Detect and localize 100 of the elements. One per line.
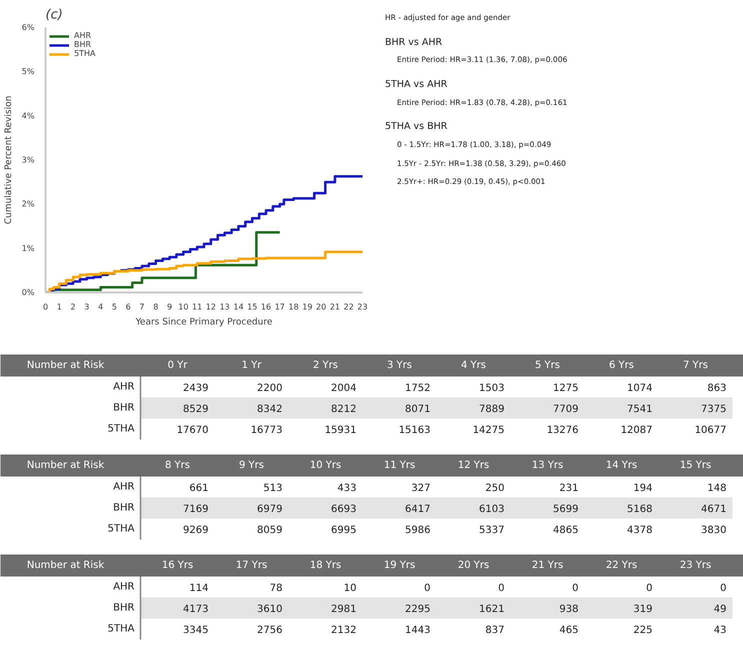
data-label: 2200 [257, 383, 283, 394]
x-tick-label: 9 [167, 302, 172, 312]
y-tick-label: 2% [22, 200, 35, 209]
y-tick-label: 4% [22, 111, 35, 120]
x-tick-label: 23 Yrs [680, 560, 712, 571]
x-tick-label: 11 [192, 302, 202, 312]
data-label: 1503 [479, 383, 505, 394]
x-tick-label: 7 Yrs [683, 360, 708, 371]
data-label: 17670 [176, 425, 208, 436]
x-tick-label: 10 Yrs [310, 460, 342, 471]
data-label: 6417 [405, 504, 431, 515]
x-tick-label: 0 Yr [168, 360, 188, 371]
data-label: 0 [572, 583, 579, 594]
data-label: 10677 [694, 425, 726, 436]
data-label: 465 [559, 625, 579, 636]
x-tick-label: 18 [288, 302, 299, 312]
text: Number at Risk [26, 360, 104, 371]
x-tick-label: 10 [178, 302, 188, 312]
data-label: 938 [559, 604, 579, 615]
x-tick-label: 19 Yrs [384, 560, 416, 571]
x-tick-label: 13 [220, 302, 230, 312]
data-label: 319 [633, 604, 653, 615]
x-axis-title: Years Since Primary Procedure [134, 318, 273, 328]
x-tick-label: 16 Yrs [162, 560, 194, 571]
data-label: 7541 [627, 404, 653, 415]
x-tick-label: 2 [70, 302, 76, 312]
data-label: 49 [714, 604, 727, 615]
x-tick-label: 15 Yrs [680, 460, 712, 471]
data-label: 6995 [331, 525, 357, 536]
x-tick-label: 3 [84, 302, 90, 312]
y-tick-label: BHR [113, 402, 135, 414]
x-tick-label: 6 Yrs [609, 360, 634, 371]
data-label: 0 [498, 583, 505, 594]
y-tick-label: BHR [113, 602, 135, 614]
data-label: 6103 [479, 504, 505, 515]
x-tick-label: 22 Yrs [606, 560, 638, 571]
x-tick-label: 2 Yrs [313, 360, 338, 371]
x-tick-label: 21 [330, 302, 340, 312]
x-tick-label: 1 Yr [242, 360, 262, 371]
data-label: 148 [707, 483, 727, 494]
data-label: 863 [707, 383, 727, 394]
x-tick-label: 21 Yrs [532, 560, 564, 571]
data-label: 2756 [257, 625, 283, 636]
x-tick-label: 8 Yrs [165, 460, 190, 471]
x-tick-label: 23 [357, 302, 368, 312]
text: 5THA vs AHR [385, 78, 448, 92]
x-tick-label: 17 [274, 302, 285, 312]
data-label: 661 [189, 483, 209, 494]
data-label: 4865 [553, 525, 579, 536]
data-label: 8342 [257, 404, 283, 415]
data-label: 231 [559, 483, 579, 494]
data-label: 513 [263, 483, 283, 494]
data-label: 7375 [701, 404, 727, 415]
text: Number at Risk [26, 560, 104, 571]
data-label: 0 [424, 583, 431, 594]
legend-label: AHR [74, 31, 92, 40]
data-label: 433 [337, 483, 357, 494]
x-tick-label: 0 [42, 302, 48, 312]
y-tick-label: 5THA [108, 524, 135, 534]
x-tick-label: 1 [56, 302, 62, 312]
y-tick-label: 5% [22, 67, 35, 76]
y-tick-label: AHR [113, 482, 135, 492]
data-label: 114 [189, 583, 209, 594]
data-label: 194 [633, 483, 653, 494]
x-tick-label: 12 Yrs [458, 460, 490, 471]
data-label: 225 [633, 625, 653, 636]
data-label: 4173 [183, 604, 209, 615]
text: 5THA vs BHR [385, 120, 448, 134]
y-tick-label: 5THA [108, 624, 135, 634]
x-tick-label: 14 Yrs [606, 460, 638, 471]
data-label: 7169 [183, 504, 209, 515]
data-label: 1074 [627, 383, 653, 394]
x-tick-label: 6 [126, 302, 131, 312]
legend-label: 5THA [74, 49, 96, 58]
x-tick-label: 20 Yrs [458, 560, 490, 571]
y-tick-label: AHR [113, 382, 135, 392]
chart-title: (c) [46, 8, 63, 22]
x-tick-label: 13 Yrs [532, 460, 564, 471]
data-label: 5168 [627, 504, 653, 515]
y-axis-title: Cumulative Percent Revision [4, 96, 14, 224]
y-tick-label: BHR [113, 502, 135, 514]
text: BHR vs AHR [385, 36, 444, 50]
data-label: 1621 [479, 604, 505, 615]
data-label: 15931 [324, 425, 356, 436]
data-label: 10 [344, 583, 357, 594]
y-tick-label: 3% [22, 156, 35, 164]
data-label: 12087 [620, 425, 652, 436]
data-label: 0 [646, 583, 653, 594]
x-tick-label: 12 [206, 302, 216, 312]
data-label: 5699 [553, 504, 579, 515]
x-tick-label: 4 Yrs [461, 360, 486, 371]
x-tick-label: 5 Yrs [535, 360, 560, 371]
legend-label: BHR [74, 40, 92, 49]
y-tick-label: 6% [22, 23, 35, 32]
data-label: 1275 [553, 383, 579, 394]
y-tick-label: 5THA [108, 424, 135, 434]
data-label: 13276 [546, 425, 578, 436]
data-label: 2004 [331, 383, 357, 394]
data-label: 8071 [405, 404, 431, 415]
data-label: 327 [411, 483, 431, 494]
